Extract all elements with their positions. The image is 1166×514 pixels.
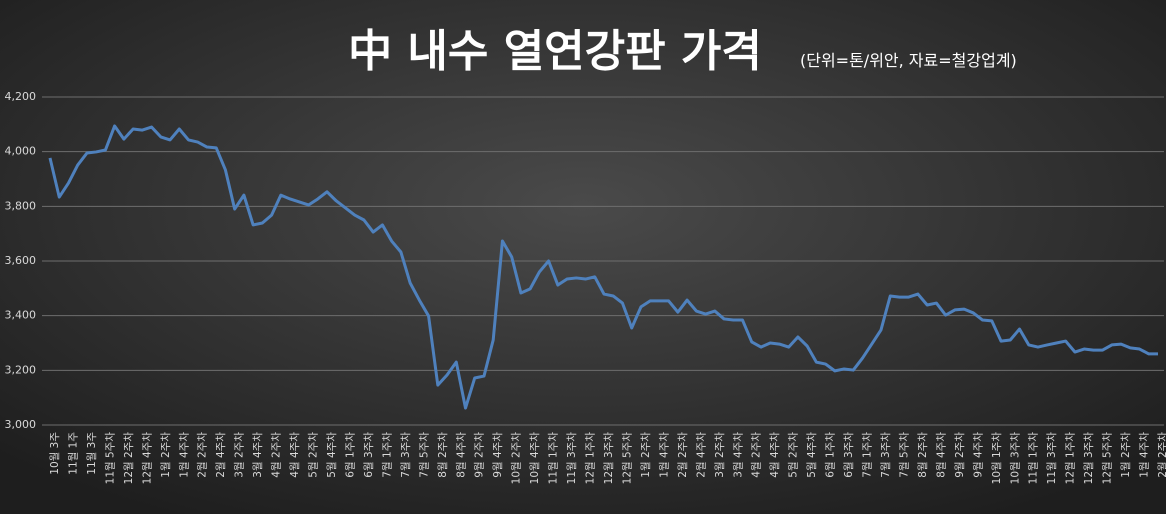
x-tick-label: 9월 4주차 — [972, 432, 984, 478]
x-tick-label: 10월 4주차 — [529, 432, 541, 485]
x-tick-label: 12월 3주차 — [1083, 432, 1095, 485]
chart-subtitle: (단위=톤/위안, 자료=철강업계) — [800, 51, 1017, 70]
x-tick-label: 6월 1주차 — [344, 432, 356, 478]
x-tick-label: 8월 4주차 — [455, 432, 467, 478]
x-tick-label: 7월 5주차 — [418, 432, 430, 478]
x-tick-label: 10월 2주차 — [511, 432, 523, 485]
x-tick-label: 5월 4주차 — [806, 432, 818, 478]
x-tick-label: 2월 4주차 — [695, 432, 707, 478]
x-tick-label: 4월 4주차 — [289, 432, 301, 478]
line-series — [48, 124, 1158, 410]
x-tick-label: 12월 5주차 — [621, 432, 633, 485]
x-tick-label: 5월 4주차 — [326, 432, 338, 478]
x-tick-label: 11월 5주차 — [104, 432, 116, 485]
x-tick-label: 2월 2주차 — [197, 432, 209, 478]
x-tick-label: 2월 2주차 — [1157, 432, 1166, 478]
x-tick-label: 11월 3주 — [86, 432, 98, 475]
y-tick-label: 3,400 — [5, 309, 37, 322]
x-tick-label: 9월 2주차 — [954, 432, 966, 478]
x-tick-label: 1월 4주차 — [1139, 432, 1151, 478]
x-tick-label: 4월 2주차 — [751, 432, 763, 478]
x-tick-label: 8월 2주차 — [437, 432, 449, 478]
x-tick-label: 1월 4주차 — [658, 432, 670, 478]
x-tick-label: 6월 3주차 — [843, 432, 855, 478]
y-tick-label: 3,200 — [5, 363, 37, 376]
x-tick-label: 9월 2주차 — [474, 432, 486, 478]
x-tick-label: 11월 1주차 — [1028, 432, 1040, 485]
x-tick-label: 3월 4주차 — [252, 432, 264, 478]
x-tick-label: 2월 2주차 — [677, 432, 689, 478]
x-tick-label: 12월 5주차 — [1102, 432, 1114, 485]
x-tick-label: 10월 3주차 — [1009, 432, 1021, 485]
x-tick-label: 6월 1주차 — [825, 432, 837, 478]
x-tick-label: 1월 2주차 — [1120, 432, 1132, 478]
x-tick-label: 1월 2주차 — [640, 432, 652, 478]
x-tick-label: 3월 2주차 — [714, 432, 726, 478]
x-tick-label: 11월 1주 — [67, 432, 79, 475]
y-tick-label: 4,200 — [5, 90, 37, 103]
x-tick-label: 4월 2주차 — [271, 432, 283, 478]
x-tick-label: 10월 3주 — [49, 432, 61, 475]
x-tick-label: 3월 2주차 — [234, 432, 246, 478]
x-tick-label: 12월 4주차 — [141, 432, 153, 485]
x-tick-label: 7월 5주차 — [898, 432, 910, 478]
x-tick-label: 6월 3주차 — [363, 432, 375, 478]
x-tick-label: 2월 4주차 — [215, 432, 227, 478]
x-tick-label: 7월 1주차 — [862, 432, 874, 478]
x-tick-label: 7월 3주차 — [880, 432, 892, 478]
x-tick-label: 12월 1주차 — [585, 432, 597, 485]
x-tick-label: 12월 1주차 — [1065, 432, 1077, 485]
y-tick-label: 3,000 — [5, 418, 37, 431]
x-tick-label: 1월 2주차 — [160, 432, 172, 478]
chart-title: 中 내수 열연강판 가격 — [348, 26, 762, 77]
x-tick-label: 12월 2주차 — [123, 432, 135, 485]
x-tick-label: 3월 4주차 — [732, 432, 744, 478]
x-tick-label: 4월 4주차 — [769, 432, 781, 478]
x-tick-label: 12월 3주차 — [603, 432, 615, 485]
x-tick-label: 7월 3주차 — [400, 432, 412, 478]
x-tick-label: 8월 2주차 — [917, 432, 929, 478]
y-tick-label: 4,000 — [5, 145, 37, 158]
x-tick-label: 9월 4주차 — [492, 432, 504, 478]
x-tick-label: 8월 4주차 — [935, 432, 947, 478]
x-tick-label: 11월 3주차 — [566, 432, 578, 485]
y-tick-label: 3,600 — [5, 254, 37, 267]
x-tick-label: 5월 2주차 — [788, 432, 800, 478]
y-tick-label: 3,800 — [5, 199, 37, 212]
x-tick-label: 7월 1주차 — [381, 432, 393, 478]
x-tick-label: 1월 4주차 — [178, 432, 190, 478]
x-tick-label: 5월 2주차 — [308, 432, 320, 478]
x-tick-label: 11월 3주차 — [1046, 432, 1058, 485]
x-tick-label: 11월 1주차 — [548, 432, 560, 485]
x-tick-label: 10월 1주차 — [991, 432, 1003, 485]
